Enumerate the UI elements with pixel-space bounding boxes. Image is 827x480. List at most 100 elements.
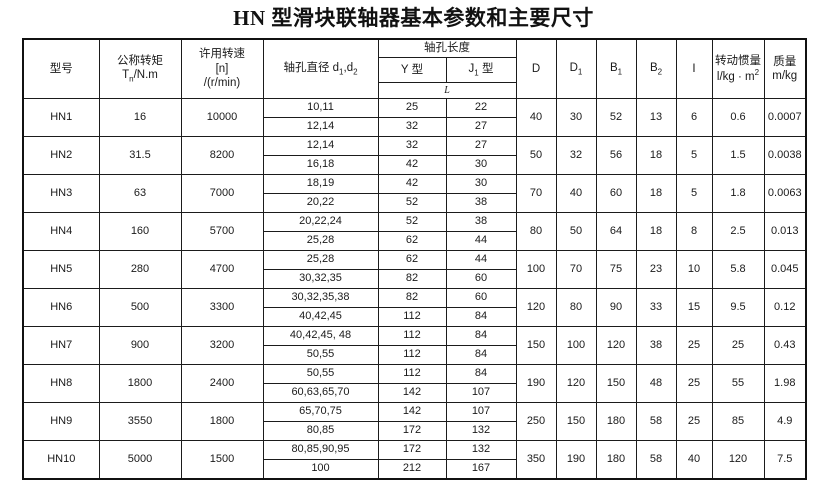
cell-mass: 0.0007: [763, 98, 807, 137]
cell-D: 40: [515, 98, 557, 137]
cell-D: 100: [515, 250, 557, 289]
table-row: HN7 900 3200 40,42,45, 48 112 84 150 100 120 38 25…: [22, 326, 807, 365]
cell-bore-length-j1: 132: [445, 440, 517, 460]
header-bore-length-group-label: 轴孔长度: [424, 42, 470, 55]
cell-torque: 500: [98, 288, 182, 327]
cell-inertia: 0.6: [711, 98, 765, 137]
header-D: D: [515, 38, 557, 99]
cell-inertia: 25: [711, 326, 765, 365]
header-B2-subscript: 2: [657, 67, 663, 77]
cell-bore-length-y: 25: [377, 98, 447, 118]
cell-mass: 4.9: [763, 402, 807, 441]
cell-model: HN6: [22, 288, 100, 327]
cell-bore-diameter: 50,55: [262, 364, 379, 384]
header-bore-diameter: 轴孔直径 d1,d2: [262, 38, 379, 99]
cell-bore-length-y: 62: [377, 250, 447, 270]
table-row: 25,28 62 44: [23, 231, 806, 251]
table-row: 20,22 52 38: [23, 193, 806, 213]
cell-inertia: 2.5: [711, 212, 765, 251]
cell-D1: 120: [555, 364, 597, 403]
header-D1-subscript: 1: [577, 67, 583, 77]
cell-D: 120: [515, 288, 557, 327]
header-model: 型号: [22, 38, 100, 99]
header-speed: 许用转速 [n] /(r/min): [180, 38, 264, 99]
cell-bore-length-j1: 84: [445, 326, 517, 346]
table-row: HN3 63 7000 18,19 42 30 70 40 60 18 5 1.8 0.0063: [22, 174, 807, 213]
table-row: HN5 280 4700 25,28 62 44 100 70 75 23 10 5.8 0.045: [22, 250, 807, 289]
cell-bore-length-j1: 84: [445, 345, 517, 365]
table-row: 40,42,45 112 84: [23, 307, 806, 327]
cell-D: 80: [515, 212, 557, 251]
cell-B2: 48: [635, 364, 677, 403]
cell-bore-length-j1: 84: [445, 364, 517, 384]
cell-B2: 18: [635, 136, 677, 175]
cell-bore-length-y: 52: [377, 193, 447, 213]
cell-speed: 8200: [180, 136, 264, 175]
cell-I: 5: [675, 136, 713, 175]
cell-torque: 900: [98, 326, 182, 365]
header-bore-length-j1-subscript: 1: [474, 68, 479, 78]
cell-bore-length-j1: 30: [445, 174, 517, 194]
cell-D1: 70: [555, 250, 597, 289]
cell-D1: 30: [555, 98, 597, 137]
cell-bore-length-j1: 44: [445, 231, 517, 251]
header-bore-length-group: 轴孔长度: [377, 38, 517, 59]
cell-bore-length-y: 62: [377, 231, 447, 251]
cell-bore-length-j1: 60: [445, 288, 517, 308]
cell-D: 50: [515, 136, 557, 175]
cell-bore-diameter: 16,18: [262, 155, 379, 175]
table-row: HN6 500 3300 30,32,35,38 82 60 120 80 90 33 15 9.5 0…: [22, 288, 807, 327]
cell-bore-length-y: 52: [377, 212, 447, 232]
cell-bore-length-j1: 22: [445, 98, 517, 118]
cell-mass: 7.5: [763, 440, 807, 480]
header-bore-length-y: Y 型: [377, 57, 447, 84]
header-inertia-line1: 转动惯量: [715, 54, 761, 67]
table-row: HN8 1800 2400 50,55 112 84 190 120 150 48 25 55 1.98: [22, 364, 807, 403]
cell-bore-length-j1: 167: [445, 459, 517, 480]
table-row: HN1 16 10000 10,11 25 22 40 30 52 13 6 0.6 0.0007: [22, 98, 807, 137]
spec-table-container: 型号 公称转矩 Tn/N.m 许用转速 [n] /(r/min) 轴孔直径 d1…: [22, 38, 807, 480]
cell-model: HN8: [22, 364, 100, 403]
spec-table: 型号 公称转矩 Tn/N.m 许用转速 [n] /(r/min) 轴孔直径 d1…: [22, 38, 807, 480]
header-bore-diameter-sep: ,d: [343, 61, 354, 74]
table-row: HN2 31.5 8200 12,14 32 27 50 32 56 18 5 1.5 0.0038: [22, 136, 807, 175]
cell-B1: 90: [595, 288, 637, 327]
cell-torque: 5000: [98, 440, 182, 480]
cell-B2: 13: [635, 98, 677, 137]
cell-D: 70: [515, 174, 557, 213]
cell-speed: 1800: [180, 402, 264, 441]
header-inertia-unit: l/kg · m: [716, 70, 755, 83]
cell-bore-length-y: 112: [377, 326, 447, 346]
cell-B2: 18: [635, 212, 677, 251]
cell-D: 190: [515, 364, 557, 403]
header-mass: 质量 m/kg: [763, 38, 807, 99]
cell-bore-length-j1: 60: [445, 269, 517, 289]
header-speed-line3: /(r/min): [203, 77, 241, 90]
cell-bore-length-y: 82: [377, 288, 447, 308]
cell-D: 350: [515, 440, 557, 480]
cell-bore-diameter: 25,28: [262, 231, 379, 251]
cell-B1: 64: [595, 212, 637, 251]
header-torque-unit: /N.m: [133, 69, 158, 82]
cell-bore-diameter: 30,32,35: [262, 269, 379, 289]
cell-D1: 40: [555, 174, 597, 213]
header-bore-length-y-label: Y 型: [400, 64, 424, 77]
cell-I: 6: [675, 98, 713, 137]
cell-bore-length-j1: 38: [445, 212, 517, 232]
cell-bore-diameter: 18,19: [262, 174, 379, 194]
cell-bore-length-y: 32: [377, 136, 447, 156]
cell-model: HN3: [22, 174, 100, 213]
cell-D1: 32: [555, 136, 597, 175]
cell-B1: 180: [595, 440, 637, 480]
header-bore-length-j1-suffix: 型: [478, 63, 494, 76]
cell-model: HN5: [22, 250, 100, 289]
header-B2: B2: [635, 38, 677, 99]
cell-I: 15: [675, 288, 713, 327]
header-speed-line1: 许用转速: [199, 48, 245, 61]
cell-bore-length-j1: 84: [445, 307, 517, 327]
cell-B1: 120: [595, 326, 637, 365]
cell-speed: 5700: [180, 212, 264, 251]
cell-bore-length-j1: 44: [445, 250, 517, 270]
cell-B1: 150: [595, 364, 637, 403]
cell-torque: 1800: [98, 364, 182, 403]
